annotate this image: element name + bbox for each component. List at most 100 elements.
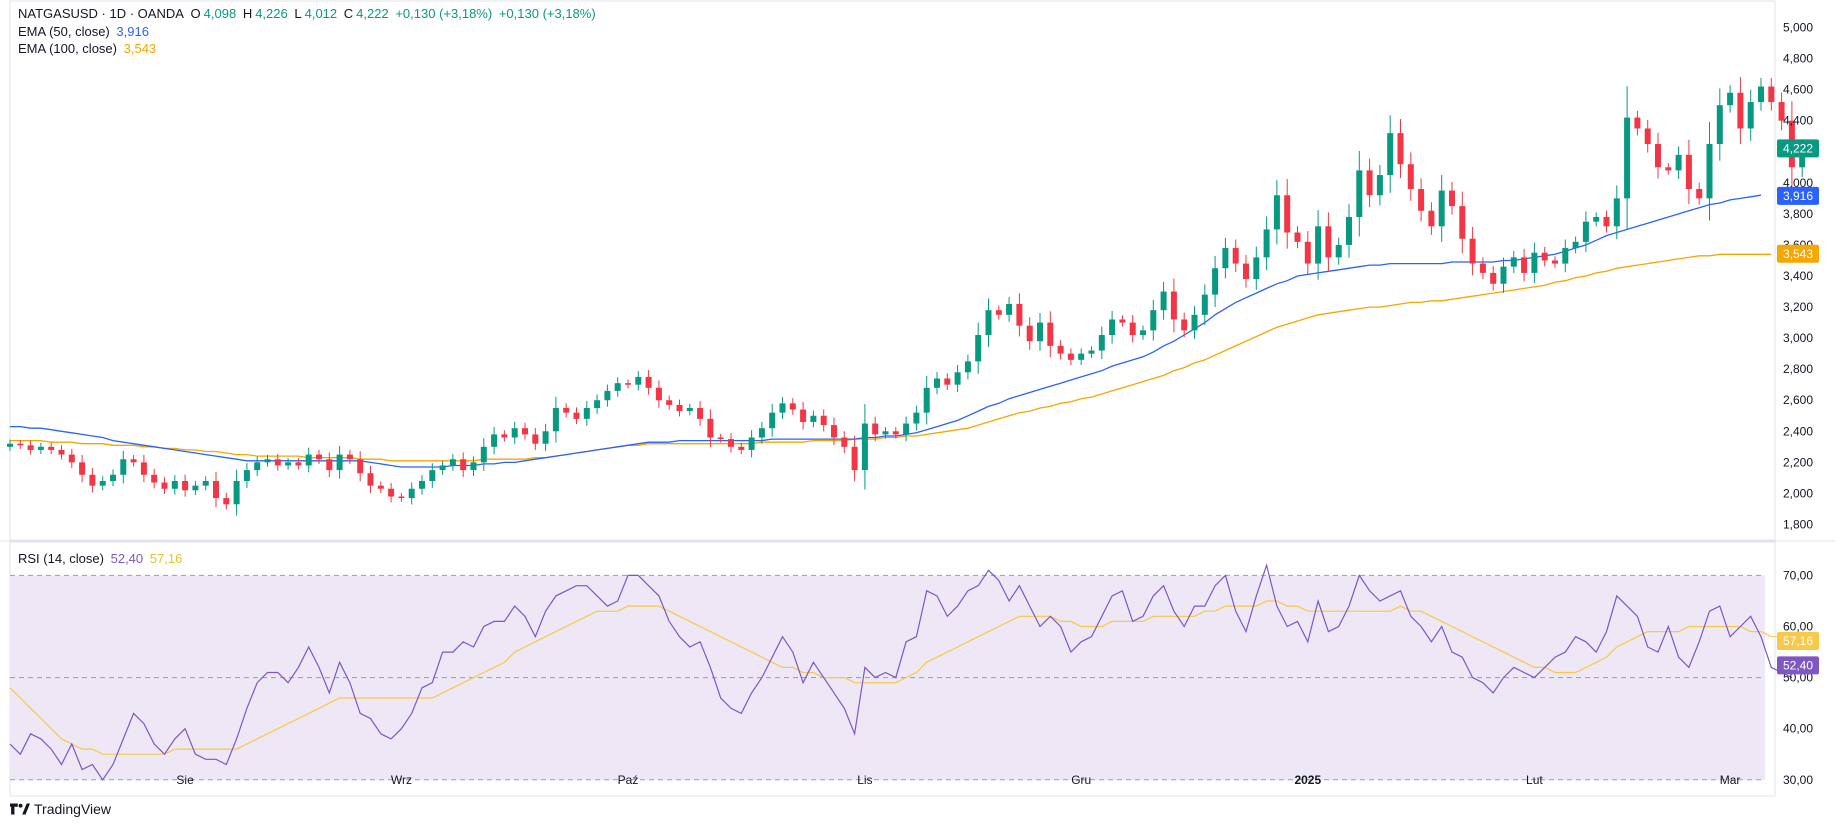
candle-body <box>1346 216 1352 245</box>
candle-body <box>532 434 539 444</box>
candle-body <box>346 454 353 460</box>
candle <box>285 458 292 470</box>
candle-body <box>583 408 590 419</box>
x-tick-label: Sie <box>176 773 194 787</box>
candle-body <box>439 465 446 471</box>
candle <box>563 403 570 418</box>
candle <box>110 469 116 487</box>
candle <box>552 396 559 443</box>
candle <box>707 409 714 448</box>
candle <box>182 474 189 497</box>
candle <box>1191 306 1198 339</box>
candle <box>800 402 807 430</box>
ema100-line <box>10 253 1772 462</box>
candle-body <box>810 415 817 422</box>
candle <box>1047 311 1054 358</box>
candle-body <box>151 474 158 483</box>
candle-body <box>1129 322 1136 336</box>
candle-body <box>717 437 724 440</box>
candle-body <box>398 496 405 499</box>
candle-body <box>831 425 837 438</box>
rsi-legend[interactable]: RSI (14, close) 52,40 57,16 <box>18 551 185 566</box>
ema100-price-label: 3,543 <box>1777 244 1819 263</box>
candle-body <box>480 446 487 463</box>
ema50-legend[interactable]: EMA (50, close) 3,916 <box>18 24 152 39</box>
candle-body <box>1696 189 1703 199</box>
candle <box>831 417 837 445</box>
price-labels: 4,222 3,916 3,543 57,16 52,40 <box>1777 139 1819 675</box>
low-label: L <box>294 6 302 21</box>
candle-body <box>79 462 86 475</box>
candle-body <box>1613 198 1620 227</box>
candle <box>758 421 765 444</box>
candle-body <box>68 454 75 463</box>
candle-body <box>635 376 642 385</box>
brand-label: TradingView <box>34 801 112 817</box>
high-label: H <box>242 6 253 21</box>
candle-body <box>1685 154 1692 190</box>
candle-body <box>1387 133 1394 176</box>
candle <box>1294 226 1301 249</box>
x-tick-label: Mar <box>1720 773 1741 787</box>
candle <box>1541 246 1548 267</box>
candle-body <box>1037 322 1043 342</box>
candle <box>841 431 848 454</box>
candle <box>1449 182 1455 215</box>
candle <box>470 456 477 476</box>
candle <box>861 404 868 490</box>
candle <box>717 433 724 443</box>
candle <box>58 445 65 460</box>
candle-body <box>1438 190 1445 227</box>
candle-body <box>27 445 34 450</box>
candle-body <box>707 418 714 438</box>
candle-body <box>1500 266 1507 284</box>
candle-body <box>1459 206 1466 239</box>
candle <box>1304 231 1311 275</box>
candle-body <box>316 454 322 460</box>
candle <box>1593 212 1600 227</box>
candle-body <box>1716 105 1723 144</box>
candle-body <box>666 400 673 405</box>
candle <box>1088 346 1095 358</box>
open-value: 4,098 <box>203 6 237 21</box>
candle <box>1140 325 1146 340</box>
candle-body <box>1799 148 1806 168</box>
candle-body <box>511 428 518 438</box>
candle-body <box>882 431 889 435</box>
candle-body <box>934 378 940 388</box>
rsi-price-label-text: 52,40 <box>1783 658 1813 672</box>
candle <box>419 475 425 495</box>
tradingview-watermark[interactable]: TradingView <box>10 801 111 817</box>
candle-body <box>645 376 652 388</box>
candle-body <box>1119 319 1126 323</box>
ema100-legend[interactable]: EMA (100, close) 3,543 <box>18 41 159 56</box>
symbol-label[interactable]: NATGASUSD · 1D · OANDA <box>18 6 184 21</box>
candle-body <box>171 480 178 489</box>
candle-body <box>594 400 601 408</box>
x-tick-label: Gru <box>1071 773 1091 787</box>
candle <box>449 453 456 471</box>
candle-body <box>326 459 333 471</box>
candle-body <box>1418 189 1425 211</box>
candle-body <box>1181 319 1188 331</box>
candle <box>1057 340 1064 360</box>
candle-body <box>1335 244 1342 258</box>
rsi-legend-label: RSI (14, close) <box>18 551 104 566</box>
candle-body <box>1490 272 1497 284</box>
candle <box>1315 210 1322 280</box>
candle <box>1006 297 1013 322</box>
candle-body <box>501 434 508 438</box>
candle <box>1634 110 1641 136</box>
candle <box>1129 315 1136 343</box>
candle-body <box>800 409 807 422</box>
x-tick-label: Lis <box>857 773 872 787</box>
candle-body <box>192 485 199 491</box>
candle <box>316 449 322 464</box>
candle-body <box>655 387 662 401</box>
candle <box>511 421 518 444</box>
candle-body <box>1376 175 1383 196</box>
main-pane-border <box>9 0 1776 541</box>
candle <box>1387 115 1394 193</box>
rsi-ma-price-label: 57,16 <box>1777 632 1819 651</box>
